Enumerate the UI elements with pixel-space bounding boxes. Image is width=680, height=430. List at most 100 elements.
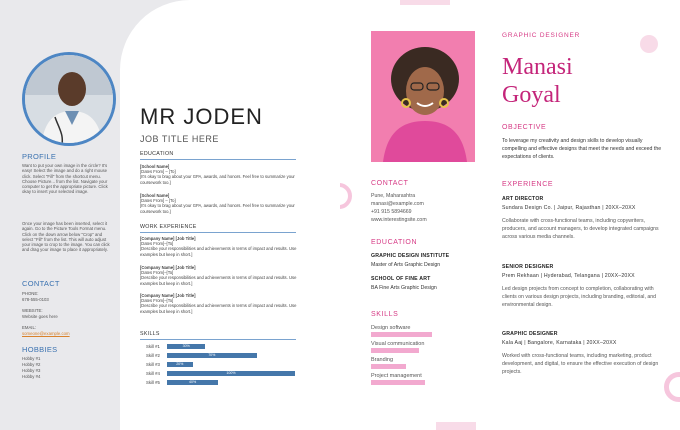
school-name: [School Name] — [140, 193, 170, 198]
company-title: [Company Name] [Job Title] — [140, 265, 196, 270]
role-title: GRAPHIC DESIGNER — [502, 32, 581, 39]
profile-text-1: Want to put your own image in the circle… — [22, 163, 108, 195]
contact-email[interactable]: manasi@example.com — [371, 201, 424, 207]
skill-item: Project management — [371, 373, 441, 385]
hobby-item: Hobby #1 — [22, 356, 41, 361]
skills-heading: SKILLS — [140, 331, 296, 340]
education-entry-2: [School Name] [Dates From] – [To] [It's … — [140, 193, 300, 214]
contact-heading: CONTACT — [22, 279, 60, 288]
email-label: EMAIL: — [22, 325, 37, 330]
website-value: Website goes here — [22, 314, 58, 319]
right-resume-template[interactable]: GRAPHIC DESIGNER Manasi Goyal OBJECTIVE … — [340, 0, 680, 430]
job-dates: [Dates From]–[To] — [140, 298, 174, 304]
skill-row: Skill #4 100% — [140, 371, 310, 377]
skill-label: Design software — [371, 325, 411, 331]
website-label: WEBSITE: — [22, 308, 43, 313]
skill-label: Branding — [371, 357, 394, 363]
degree: BA Fine Arts Graphic Design — [371, 285, 437, 291]
job-title: SENIOR DESIGNER — [502, 264, 554, 270]
school-dates: [Dates From] – [To] — [140, 169, 176, 175]
experience-entry-3: [Company Name] [Job Title] [Dates From]–… — [140, 293, 300, 314]
decorative-circle — [664, 372, 680, 402]
skill-bar: 70% — [167, 353, 257, 358]
phone-label: PHONE: — [22, 291, 39, 296]
skill-bar: 100% — [167, 371, 295, 376]
education-heading: EDUCATION — [371, 239, 418, 246]
skill-label: Project management — [371, 373, 422, 379]
email-link[interactable]: someone@example.com — [22, 331, 70, 336]
skill-label: Skill #3 — [146, 362, 160, 367]
job-dates: [Dates From]–[To] — [140, 241, 174, 247]
school-dates: [Dates From] – [To] — [140, 198, 176, 204]
decorative-circle — [340, 183, 352, 209]
experience-heading: EXPERIENCE — [502, 181, 554, 188]
first-name: Manasi — [502, 54, 573, 80]
profile-photo — [371, 31, 475, 162]
job-desc: [Describe your responsibilities and achi… — [140, 246, 297, 257]
job-desc: [Describe your responsibilities and achi… — [140, 303, 297, 314]
skill-row: Skill #3 20% — [140, 362, 310, 368]
job-dates: [Dates From]–[To] — [140, 270, 174, 276]
company-title: [Company Name] [Job Title] — [140, 236, 196, 241]
school-desc: [It's okay to brag about your GPA, award… — [140, 203, 295, 214]
hobbies-heading: HOBBIES — [22, 345, 58, 354]
skill-row: Skill #5 40% — [140, 380, 310, 386]
skill-label: Visual communication — [371, 341, 425, 347]
skill-bar: 40% — [167, 380, 219, 385]
skill-label: Skill #5 — [146, 380, 160, 385]
phone-value: 678-555-0103 — [22, 297, 49, 302]
school-name: GRAPHIC DESIGN INSTITUTE — [371, 253, 450, 259]
contact-heading: CONTACT — [371, 180, 409, 187]
contact-phone: +91 915 5894669 — [371, 209, 412, 215]
profile-heading: PROFILE — [22, 152, 57, 161]
job-org: Kala Aaj | Bangalore, Karnataka | 20XX–2… — [502, 340, 617, 346]
job-org: Prem Rekhaan | Hyderabad, Telangana | 20… — [502, 273, 635, 279]
education-heading: EDUCATION — [140, 151, 296, 160]
skill-bar: 20% — [167, 362, 193, 367]
school-name: [School Name] — [140, 164, 170, 169]
job-desc: Worked with cross-functional teams, incl… — [502, 353, 659, 375]
experience-entry-1: [Company Name] [Job Title] [Dates From]–… — [140, 236, 300, 257]
decorative-circle — [640, 35, 658, 53]
skill-item: Design software — [371, 325, 441, 337]
skill-bar: 30% — [167, 344, 206, 349]
hobby-item: Hobby #3 — [22, 368, 41, 373]
profile-photo — [22, 52, 116, 146]
objective-heading: OBJECTIVE — [502, 124, 547, 131]
hobby-item: Hobby #4 — [22, 374, 41, 379]
resume-name: MR JODEN — [140, 104, 263, 129]
objective-text: To leverage my creativity and design ski… — [502, 138, 662, 160]
decorative-bar — [436, 422, 476, 430]
skill-bar — [371, 332, 432, 337]
degree: Master of Arts Graphic Design — [371, 262, 441, 268]
experience-heading: WORK EXPERIENCE — [140, 224, 296, 233]
contact-website[interactable]: www.interestingsite.com — [371, 217, 427, 223]
skill-bar — [371, 364, 407, 369]
skill-label: Skill #1 — [146, 344, 160, 349]
job-title: ART DIRECTOR — [502, 196, 544, 202]
skill-row: Skill #2 70% — [140, 353, 310, 359]
skill-item: Visual communication — [371, 341, 441, 353]
job-org: Sundara Design Co. | Jaipur, Rajasthan |… — [502, 205, 636, 211]
job-desc: Led design projects from concept to comp… — [502, 286, 656, 308]
hobby-item: Hobby #2 — [22, 362, 41, 367]
contact-line: Pune, Maharashtra — [371, 193, 416, 199]
job-desc: [Describe your responsibilities and achi… — [140, 275, 297, 286]
education-entry-1: [School Name] [Dates From] – [To] [It's … — [140, 164, 300, 185]
skill-label: Skill #2 — [146, 353, 160, 358]
skill-bar — [371, 380, 426, 385]
skill-item: Branding — [371, 357, 441, 369]
skill-bar — [371, 348, 419, 353]
job-title: JOB TITLE HERE — [140, 134, 219, 144]
company-title: [Company Name] [Job Title] — [140, 293, 196, 298]
skills-heading: SKILLS — [371, 311, 399, 318]
profile-text-2: Once your image has been inserted, selec… — [22, 221, 110, 253]
skill-row: Skill #1 30% — [140, 344, 310, 350]
left-resume-template[interactable]: PROFILE Want to put your own image in th… — [0, 0, 321, 430]
main-panel — [120, 0, 321, 430]
school-name: SCHOOL OF FINE ART — [371, 276, 431, 282]
experience-entry-2: [Company Name] [Job Title] [Dates From]–… — [140, 265, 300, 286]
decorative-bar — [400, 0, 450, 5]
job-desc: Collaborate with cross-functional teams,… — [502, 218, 659, 240]
job-title: GRAPHIC DESIGNER — [502, 331, 558, 337]
